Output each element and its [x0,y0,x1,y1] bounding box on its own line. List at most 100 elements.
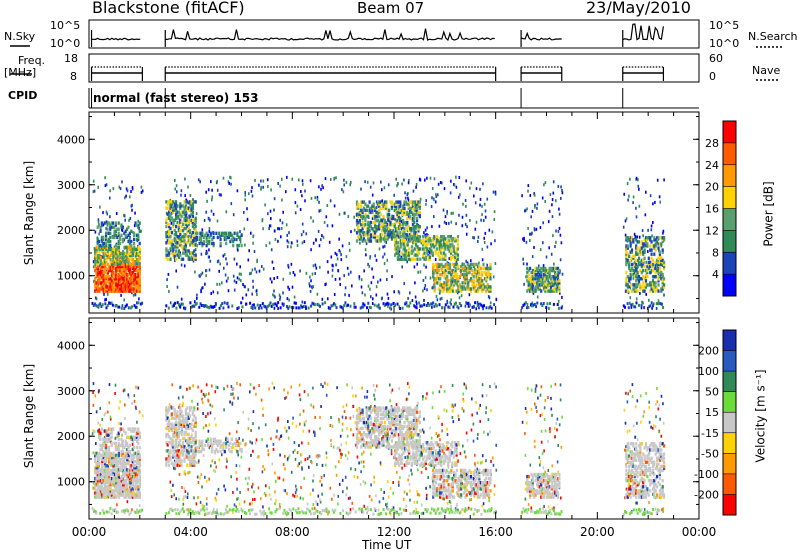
echo-cell [411,200,414,204]
echo-cell [193,226,196,231]
echo-cell [175,206,178,210]
echo-cell [399,223,402,227]
echo-cell [349,511,352,514]
echo-cell [416,223,419,227]
echo-cell [172,220,175,225]
echo-cell [658,256,661,260]
echo-cell [117,273,120,277]
echo-cell [287,455,290,459]
echo-cell [411,511,414,515]
echo-cell [479,197,482,201]
echo-cell [642,244,645,248]
echo-cell [402,243,405,247]
echo-cell [398,305,401,309]
echo-cell [96,241,99,246]
echo-cell [207,512,210,515]
echo-cell [268,227,270,231]
echo-cell [373,475,375,479]
echo-cell [119,275,122,279]
echo-cell [390,508,393,512]
echo-cell [386,507,389,511]
echo-cell [386,229,389,233]
echo-cell [233,257,236,261]
echo-cell [361,386,363,390]
echo-cell [187,492,189,496]
nave-tick-bottom: 0 [709,70,716,83]
echo-cell [109,281,112,285]
echo-cell [286,297,289,301]
echo-cell [419,239,422,243]
echo-cell [656,240,659,244]
echo-cell [382,245,384,249]
echo-cell [395,177,397,181]
echo-cell [419,304,422,308]
echo-cell [251,292,253,296]
echo-cell [452,245,455,249]
echo-cell [287,436,290,440]
echo-cell [555,275,558,279]
echo-cell [661,285,664,289]
echo-cell [279,184,281,188]
echo-cell [109,258,112,262]
echo-cell [414,212,417,217]
echo-cell [167,306,170,310]
echo-cell [440,385,442,389]
echo-cell [648,305,650,309]
echo-cell [397,290,400,294]
echo-cell [484,509,487,513]
echo-cell [106,279,109,283]
echo-cell [439,281,442,285]
echo-cell [441,422,443,426]
echo-cell [402,229,405,233]
echo-cell [429,243,432,247]
echo-cell [227,276,229,280]
echo-cell [205,210,207,214]
echo-cell [413,257,416,261]
echo-cell [544,200,546,203]
echo-cell [110,275,114,279]
echo-cell [173,237,176,241]
echo-cell [465,285,468,289]
echo-cell [247,427,250,430]
echo-cell [95,410,98,414]
echo-cell [449,507,452,511]
echo-cell [173,228,176,233]
echo-cell [175,224,178,229]
echo-cell [353,305,356,309]
echo-cell [446,262,449,267]
echo-cell [294,201,297,205]
echo-cell [108,264,111,269]
echo-cell [416,459,419,463]
echo-cell [128,459,130,463]
echo-cell [184,439,187,443]
echo-cell [119,241,122,246]
echo-cell [105,247,108,252]
echo-cell [292,416,294,420]
echo-cell [660,236,663,240]
echo-cell [117,283,120,287]
echo-cell [473,194,475,198]
echo-cell [412,249,415,253]
echo-cell [534,268,537,273]
echo-cell [540,277,543,281]
echo-cell [120,258,123,262]
echo-cell [125,448,128,452]
echo-cell [402,257,405,261]
echo-cell [383,200,386,204]
echo-cell [331,268,334,272]
echo-cell [400,208,403,212]
echo-cell [372,275,375,279]
echo-cell [644,285,648,289]
echo-cell [531,304,534,308]
echo-cell [117,253,120,258]
echo-cell [658,242,661,246]
echo-cell [129,306,132,310]
echo-cell [428,239,432,243]
echo-cell [136,268,139,273]
echo-cell [376,384,378,388]
echo-cell [542,285,546,289]
echo-cell [133,231,136,235]
echo-cell [99,268,102,273]
echo-cell [205,237,208,242]
echo-cell [137,386,140,390]
